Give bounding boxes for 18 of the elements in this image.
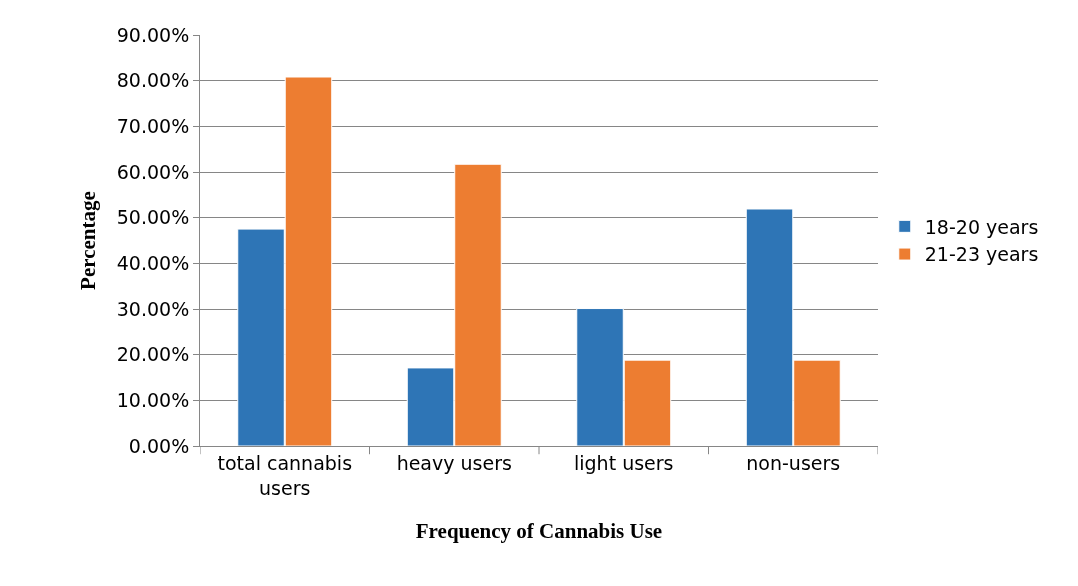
x-tick-label: non-users	[746, 451, 841, 474]
y-tick-label: 40.00%	[116, 251, 190, 274]
y-tick-label: 90.00%	[116, 23, 190, 46]
legend-label: 18-20 years	[924, 215, 1039, 238]
x-tick-label: total cannabis users	[217, 451, 353, 499]
legend-label: 21-23 years	[924, 243, 1039, 266]
x-tick-label: light users	[574, 451, 674, 474]
y-tick-label: 50.00%	[116, 206, 190, 229]
y-tick-label: 0.00%	[128, 434, 190, 457]
y-tick-label: 10.00%	[116, 388, 190, 411]
y-tick-label: 20.00%	[116, 343, 190, 366]
y-tick-label: 80.00%	[116, 69, 190, 92]
y-tick-label: 70.00%	[116, 114, 190, 137]
x-axis-title: Frequency of Cannabis Use	[415, 518, 663, 543]
x-tick-label: heavy users	[396, 451, 512, 474]
y-tick-label: 30.00%	[116, 297, 190, 320]
y-axis-title: Percentage	[75, 191, 100, 290]
y-tick-label: 60.00%	[116, 160, 190, 183]
